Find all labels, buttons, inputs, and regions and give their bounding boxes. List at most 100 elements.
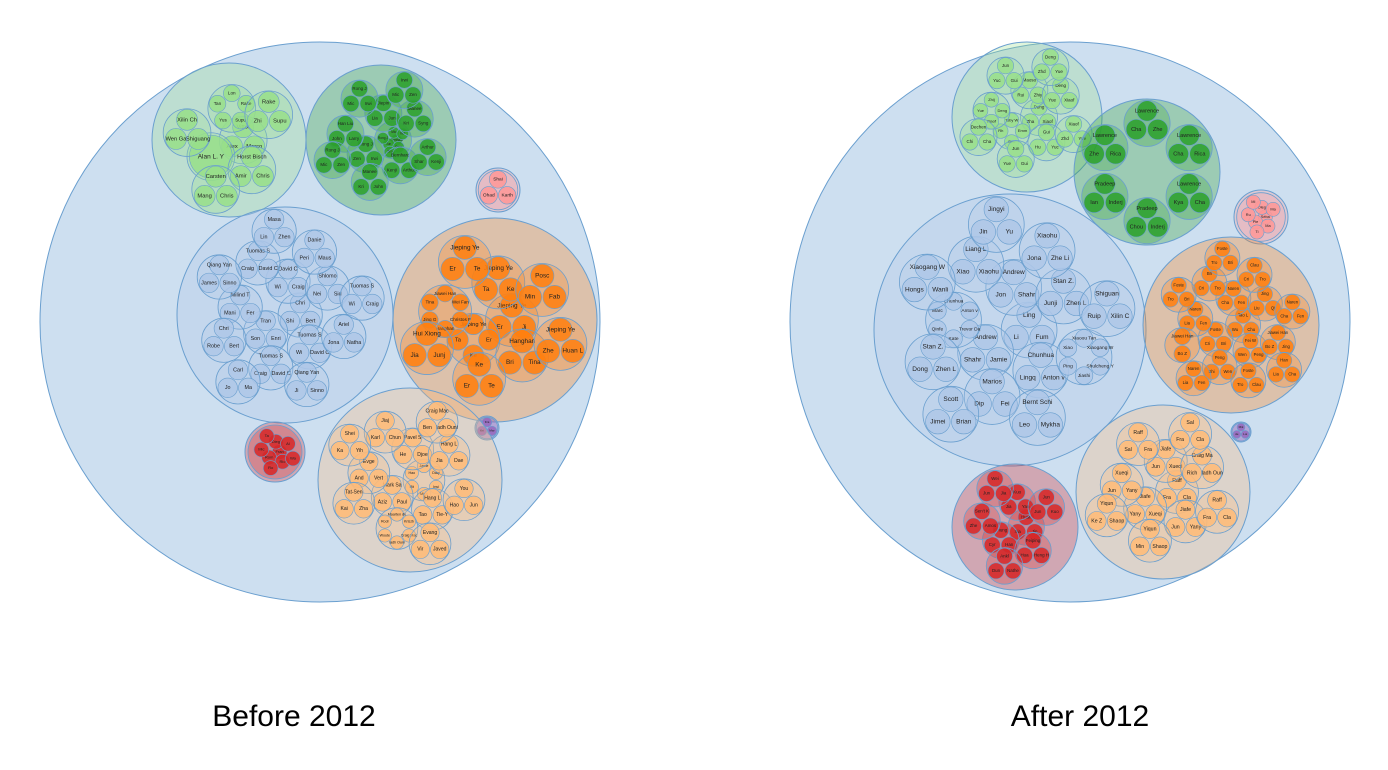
node-label: Jia bbox=[1001, 491, 1007, 496]
node-label: Mi bbox=[1251, 199, 1255, 204]
node-circle bbox=[978, 133, 996, 151]
node-label: Zha bbox=[359, 506, 368, 512]
node-label: Rong J bbox=[378, 136, 388, 140]
node-label: Qiang Yan bbox=[207, 263, 232, 269]
node-label: Pavel S bbox=[404, 435, 422, 441]
node-label: Mic bbox=[391, 130, 396, 134]
node-label: Xiaof bbox=[1064, 98, 1075, 103]
node-label: Son bbox=[251, 336, 261, 342]
node-circle bbox=[1238, 271, 1255, 288]
node-label: Jieping Ye bbox=[450, 244, 480, 251]
node-circle bbox=[1047, 245, 1073, 271]
node-label: Iadh Ouni bbox=[436, 425, 458, 431]
node-circle bbox=[995, 485, 1012, 502]
node-circle bbox=[1248, 300, 1265, 317]
node-circle bbox=[1225, 280, 1242, 297]
node-circle bbox=[451, 311, 470, 329]
node-circle bbox=[349, 441, 369, 461]
node-label: Syng bbox=[418, 121, 429, 126]
node-label: Zhd bbox=[1038, 69, 1046, 74]
node-label: Ian bbox=[1090, 200, 1098, 206]
node-label: Tina bbox=[425, 300, 434, 305]
node-label: Jun bbox=[1034, 509, 1042, 514]
node-circle bbox=[390, 535, 404, 550]
node-label: Te bbox=[488, 383, 495, 390]
node-label: Dae bbox=[454, 458, 463, 464]
node-label: Shlomo bbox=[318, 274, 336, 280]
node-label: Christos F bbox=[450, 317, 471, 322]
node-circle bbox=[258, 258, 279, 279]
node-circle bbox=[1217, 507, 1237, 528]
node-label: Zhen L bbox=[1066, 300, 1087, 307]
node-circle bbox=[1136, 197, 1158, 219]
node-circle bbox=[444, 495, 464, 515]
node-circle bbox=[427, 153, 445, 171]
node-label: Yue bbox=[1048, 98, 1056, 103]
node-circle bbox=[960, 347, 986, 373]
node-label: Rom bbox=[265, 454, 274, 459]
node-label: Inderj bbox=[1151, 224, 1165, 230]
node-circle bbox=[314, 247, 335, 268]
node-label: Kate bbox=[949, 336, 959, 342]
node-label: Supu bbox=[235, 118, 246, 123]
node-circle bbox=[1265, 201, 1281, 217]
node-label: Er bbox=[486, 337, 492, 343]
node-label: Xilin C bbox=[1111, 313, 1130, 320]
node-label: Zhe Li bbox=[1051, 255, 1069, 262]
node-label: Jia bbox=[1006, 504, 1012, 509]
node-label: Han bbox=[1005, 542, 1014, 547]
node-label: Zha bbox=[1027, 119, 1035, 124]
node-label: Inderj bbox=[1109, 200, 1123, 206]
node-circle bbox=[1170, 430, 1190, 450]
node-label: Dieg bbox=[272, 439, 280, 444]
node-label: Dun bbox=[992, 568, 1001, 573]
node-label: Xiao bbox=[1063, 345, 1073, 351]
node-circle bbox=[229, 165, 252, 188]
node-label: Karl bbox=[371, 435, 380, 441]
node-label: Xueqi bbox=[1115, 471, 1128, 477]
node-circle bbox=[260, 345, 281, 367]
node-circle bbox=[1037, 412, 1063, 438]
node-circle bbox=[307, 380, 328, 401]
node-circle bbox=[267, 277, 288, 298]
node-label: Ka bbox=[337, 448, 343, 454]
node-circle bbox=[427, 401, 447, 421]
node-label: Hang L bbox=[424, 495, 441, 501]
node-label: Ma bbox=[1270, 206, 1276, 211]
node-label: Woute bbox=[380, 533, 390, 537]
node-label: Javed bbox=[433, 547, 447, 553]
node-circle bbox=[983, 92, 1000, 108]
node-label: Wen Ga bbox=[165, 137, 187, 143]
node-circle bbox=[1180, 412, 1200, 433]
node-circle bbox=[560, 339, 585, 363]
node-label: Wa bbox=[290, 456, 297, 461]
node-label: Tie-Y bbox=[436, 512, 449, 518]
node-circle bbox=[1217, 294, 1234, 311]
node-circle bbox=[1190, 430, 1210, 450]
node-label: Irwi bbox=[400, 132, 405, 136]
node-label: Ma bbox=[245, 385, 252, 391]
node-label: Foste bbox=[1217, 246, 1228, 251]
node-label: Shi bbox=[1208, 369, 1214, 374]
node-circle bbox=[333, 314, 354, 335]
node-circle bbox=[1060, 92, 1078, 110]
node-label: Zen bbox=[409, 92, 417, 97]
node-label: Wei bbox=[991, 476, 999, 481]
node-circle bbox=[1232, 376, 1249, 394]
node-circle bbox=[978, 485, 995, 502]
node-label: Kri bbox=[480, 429, 484, 433]
node-label: Shiguan bbox=[1095, 290, 1119, 297]
node-label: Tao L bbox=[1238, 313, 1249, 318]
node-label: Clau bbox=[1250, 263, 1259, 268]
node-circle bbox=[1193, 374, 1210, 391]
node-circle bbox=[476, 425, 488, 436]
node-circle bbox=[215, 185, 238, 207]
node-label: Qiang Yan bbox=[294, 370, 319, 376]
node-label: Xiaof bbox=[1043, 119, 1054, 124]
node-label: Jun bbox=[1002, 63, 1010, 68]
node-label: Horst Bisch bbox=[237, 155, 266, 161]
node-label: Amir bbox=[235, 174, 247, 180]
node-label: Tuomas S bbox=[246, 248, 271, 254]
cluster: VittorMarcoAlexAlan L. YLonRakeSupuYusTa… bbox=[151, 62, 307, 218]
node-circle bbox=[1211, 349, 1228, 366]
